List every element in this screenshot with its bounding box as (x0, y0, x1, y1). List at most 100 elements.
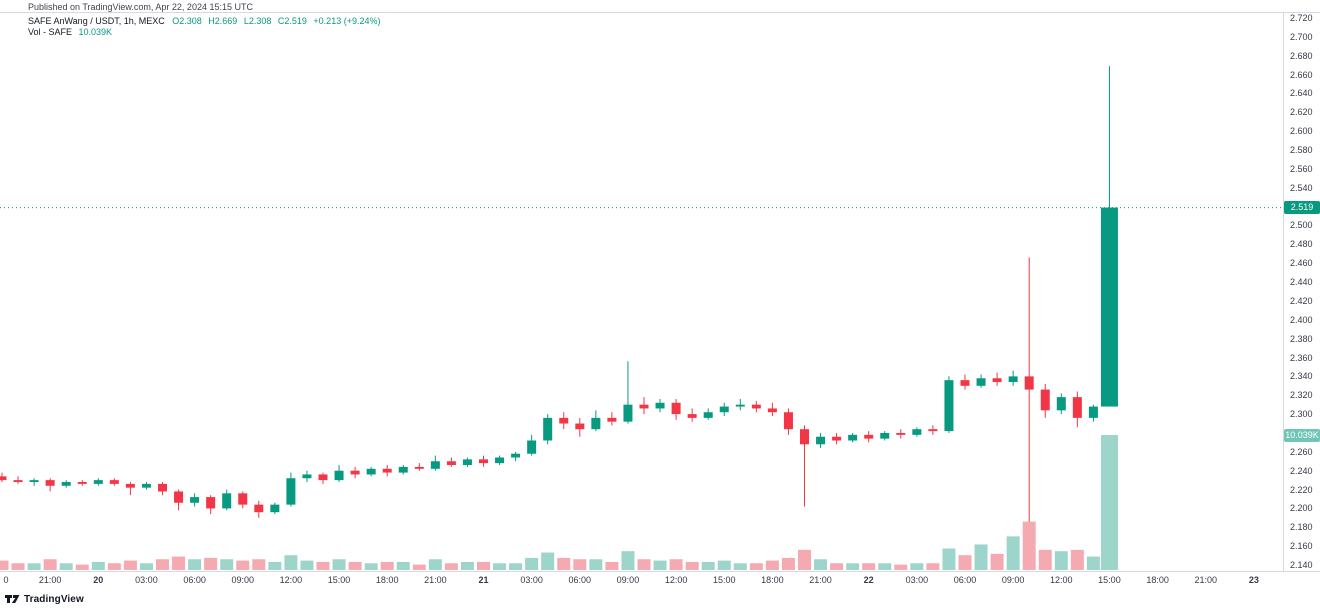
time-tick-label: 09:00 (616, 575, 640, 585)
candle-body (238, 493, 248, 505)
volume-bar (252, 559, 266, 570)
price-tick-label: 2.480 (1290, 239, 1313, 250)
volume-bar (926, 563, 940, 570)
price-tick-label: 2.200 (1290, 503, 1313, 514)
candle-body (270, 504, 280, 513)
price-tick-label: 2.340 (1290, 371, 1313, 382)
candle-body (896, 432, 906, 435)
time-tick-label: 21:00 (1194, 575, 1218, 585)
candle-body (462, 459, 472, 466)
tradingview-brand[interactable]: TradingView (24, 593, 84, 605)
candle-body (976, 378, 986, 386)
price-tick-label: 2.260 (1290, 446, 1313, 457)
candle-body (190, 497, 200, 503)
candle-body (912, 429, 922, 435)
time-tick-label: 09:00 (231, 575, 255, 585)
volume-bar (123, 560, 137, 570)
candle-body (125, 483, 135, 488)
time-tick-label: 06:00 (183, 575, 206, 585)
volume-bar (348, 561, 362, 570)
candle-body (141, 483, 151, 488)
candle-body (1040, 389, 1050, 411)
price-tick-label: 2.420 (1290, 295, 1313, 306)
candle-body (880, 432, 890, 439)
time-tick-label: 03:00 (905, 575, 929, 585)
volume-bar (493, 563, 507, 570)
volume-bar (172, 556, 186, 570)
time-tick-label: 21:00 (809, 575, 832, 585)
time-tick-label: 03:00 (135, 575, 158, 585)
candlestick-chart[interactable] (0, 0, 1283, 571)
volume-bar (1054, 551, 1068, 570)
candle-body (446, 461, 456, 466)
time-axis-border (0, 571, 1320, 572)
candle-body (93, 480, 103, 484)
time-axis[interactable]: 0 21:00 20 03:00 06:00 09:00 12:00 15:00 18:00 21… (0, 572, 1283, 589)
volume-bar (605, 561, 619, 570)
candle-body (158, 483, 167, 492)
price-tick-label: 2.600 (1290, 126, 1313, 137)
volume-bar (396, 561, 410, 570)
volume-bar (589, 559, 603, 570)
candle-body (687, 414, 697, 418)
volume-value: 10.039K (78, 27, 113, 37)
candle-body (543, 417, 553, 441)
volume-bar (862, 563, 876, 570)
time-tick-label: 21 (478, 575, 489, 585)
candle-body (639, 404, 649, 409)
candle-body (1072, 397, 1082, 418)
volume-bar (11, 563, 25, 570)
volume-bar (156, 559, 169, 570)
volume-bar (364, 563, 378, 570)
symbol-title: SAFE AnWang / USDT, 1h, MEXC (28, 16, 165, 26)
volume-bar (1100, 435, 1118, 570)
ohlc-close: C2.519 (277, 16, 307, 26)
volume-bar (541, 552, 555, 570)
price-tick-label: 2.240 (1290, 465, 1313, 476)
candle-body (0, 476, 7, 481)
price-tick-label: 2.460 (1290, 258, 1313, 269)
volume-bar (188, 559, 202, 570)
price-tick-label: 2.440 (1290, 277, 1313, 288)
candle-body (45, 480, 55, 486)
volume-bar (204, 557, 218, 570)
price-tick-label: 2.400 (1290, 314, 1313, 325)
volume-bar (846, 563, 860, 570)
last-price-badge: 2.519 (1284, 201, 1320, 215)
volume-bar (621, 551, 635, 570)
time-tick-label: 21:00 (424, 575, 447, 585)
price-axis[interactable]: 2.720 2.700 2.680 2.660 2.640 2.620 2.600 2.580… (1283, 12, 1320, 571)
ohlc-open: O2.308 (172, 16, 202, 26)
time-tick-label: 15:00 (712, 575, 736, 585)
volume-bar (380, 561, 394, 570)
candle-body (350, 470, 360, 475)
time-tick-label: 06:00 (568, 575, 592, 585)
volume-bar (814, 559, 828, 570)
ohlc-high: H2.669 (208, 16, 238, 26)
tradingview-attribution[interactable]: TradingView (5, 592, 84, 606)
volume-bar (316, 561, 330, 570)
price-tick-label: 2.540 (1290, 182, 1313, 193)
volume-bar (733, 563, 747, 570)
volume-bar (669, 559, 683, 570)
price-tick-label: 2.700 (1290, 31, 1313, 42)
candle-body (800, 429, 809, 445)
tradingview-logo-icon[interactable] (5, 592, 20, 606)
candle-body (366, 468, 376, 475)
volume-bar (444, 563, 458, 570)
candle-body (735, 404, 745, 407)
time-tick-label: 20 (93, 575, 104, 585)
price-tick-label: 2.580 (1290, 145, 1313, 156)
candle-body (719, 406, 729, 413)
volume-bar (220, 559, 234, 570)
candle-body (832, 436, 842, 441)
price-tick-label: 2.140 (1290, 560, 1313, 570)
candle-body (109, 480, 119, 484)
candle-body (318, 474, 328, 481)
volume-bar (958, 555, 972, 570)
publish-header: Published on TradingView.com, Apr 22, 20… (28, 2, 253, 12)
volume-bar (717, 560, 731, 570)
volume-bar (91, 561, 105, 570)
volume-bar (509, 563, 523, 570)
